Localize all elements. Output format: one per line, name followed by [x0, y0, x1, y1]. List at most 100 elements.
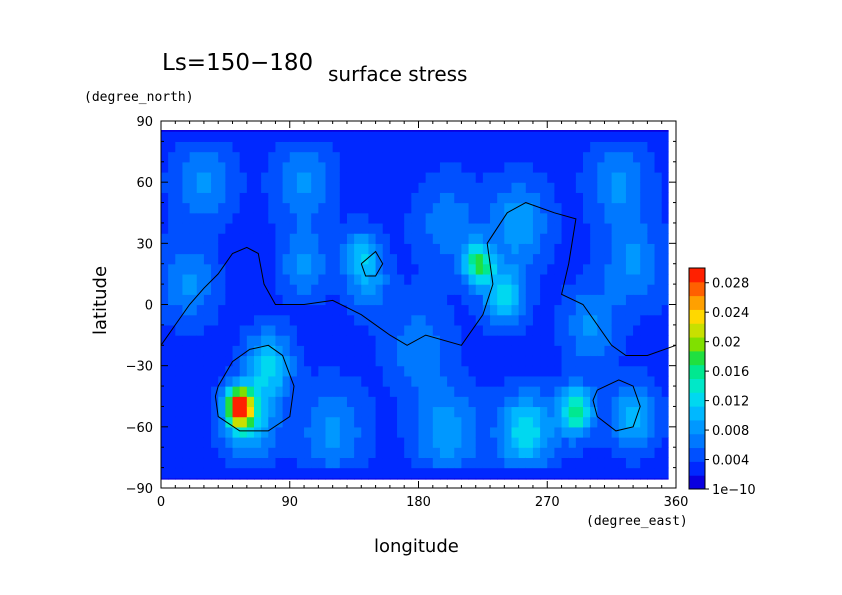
heatmap-cell [425, 141, 434, 153]
heatmap-cell [640, 182, 648, 193]
heatmap-cell [625, 457, 634, 469]
heatmap-cell [182, 396, 191, 408]
heatmap-cell [540, 416, 548, 428]
heatmap-cell [411, 161, 420, 173]
heatmap-cell [182, 151, 191, 163]
heatmap-cell [375, 222, 384, 234]
heatmap-cell [590, 386, 598, 397]
heatmap-cell [253, 263, 262, 275]
heatmap-cell [397, 457, 405, 469]
heatmap-cell [211, 192, 219, 204]
heatmap-cell [590, 467, 598, 479]
heatmap-cell [568, 416, 577, 428]
heatmap-cell [504, 182, 513, 193]
heatmap-cell [225, 355, 234, 367]
heatmap-cell [411, 131, 420, 142]
heatmap-cell [447, 437, 455, 448]
argyre-basin [592, 379, 641, 432]
heatmap-cell [404, 161, 412, 173]
heatmap-cell [547, 151, 556, 163]
heatmap-cell [175, 477, 184, 480]
heatmap-cell [654, 263, 663, 275]
heatmap-cell [282, 345, 291, 357]
heatmap-cell [511, 284, 520, 295]
heatmap-cell [253, 151, 262, 163]
heatmap-cell [346, 416, 355, 428]
heatmap-cell [397, 447, 405, 459]
heatmap-cell [318, 314, 327, 326]
heatmap-cell [590, 345, 598, 357]
heatmap-cell [211, 467, 219, 479]
heatmap-cell [654, 467, 663, 479]
heatmap-cell [232, 263, 241, 275]
heatmap-cell [590, 253, 598, 265]
heatmap-cell [325, 141, 334, 153]
heatmap-cell [625, 233, 634, 244]
heatmap-cell [432, 437, 441, 448]
heatmap-cell [168, 202, 176, 214]
heatmap-cell [511, 222, 520, 234]
heatmap-cell [604, 314, 613, 326]
heatmap-cell [618, 457, 627, 469]
heatmap-cell [282, 477, 291, 480]
heatmap-cell [361, 365, 370, 377]
heatmap-cell [311, 355, 319, 367]
heatmap-cell [497, 131, 505, 142]
heatmap-cell [268, 345, 277, 357]
heatmap-cell [304, 355, 312, 367]
heatmap-cell [439, 131, 448, 142]
heatmap-cell [418, 467, 427, 479]
heatmap-cell [597, 141, 606, 153]
heatmap-cell [168, 263, 176, 275]
heatmap-cell [461, 131, 470, 142]
heatmap-cell [647, 375, 656, 387]
heatmap-cell [253, 355, 262, 367]
heatmap-cell [497, 263, 505, 275]
heatmap-cell [354, 457, 362, 469]
heatmap-cell [332, 406, 341, 418]
heatmap-cell [268, 406, 277, 418]
heatmap-cell [432, 130, 441, 132]
heatmap-cell [525, 253, 534, 265]
heatmap-cell [389, 345, 398, 357]
heatmap-cell [511, 477, 520, 480]
heatmap-cell [196, 141, 205, 153]
heatmap-cell [168, 130, 176, 132]
heatmap-cell [261, 243, 269, 255]
heatmap-cell [525, 212, 534, 224]
heatmap-cell [554, 243, 563, 255]
heatmap-cell [311, 253, 319, 265]
heatmap-cell [439, 324, 448, 336]
heatmap-cell [511, 355, 520, 367]
heatmap-cell [218, 457, 226, 469]
heatmap-cell [203, 131, 212, 142]
heatmap-cell [482, 161, 491, 173]
heatmap-cell [211, 324, 219, 336]
heatmap-cell [289, 324, 298, 336]
y-tick-label: 0 [145, 299, 153, 314]
heatmap-cell [425, 447, 434, 459]
heatmap-cell [561, 365, 570, 377]
heatmap-cell [490, 406, 498, 418]
heatmap-cell [161, 375, 169, 387]
heatmap-cell [232, 457, 241, 469]
heatmap-cell [511, 243, 520, 255]
heatmap-cell [518, 141, 527, 153]
heatmap-cell [597, 273, 606, 285]
heatmap-cell [289, 130, 298, 132]
heatmap-cell [346, 141, 355, 153]
heatmap-cell [182, 345, 191, 357]
heatmap-cell [346, 243, 355, 255]
heatmap-cell [253, 141, 262, 153]
heatmap-cell [275, 233, 284, 244]
heatmap-cell [189, 151, 198, 163]
heatmap-cell [246, 457, 255, 469]
heatmap-cell [382, 192, 391, 204]
heatmap-cell [397, 426, 405, 438]
heatmap-cell [518, 212, 527, 224]
heatmap-cell [547, 294, 556, 306]
heatmap-cell [346, 253, 355, 265]
heatmap-cell [404, 141, 412, 153]
heatmap-cell [246, 202, 255, 214]
heatmap-cell [397, 396, 405, 408]
